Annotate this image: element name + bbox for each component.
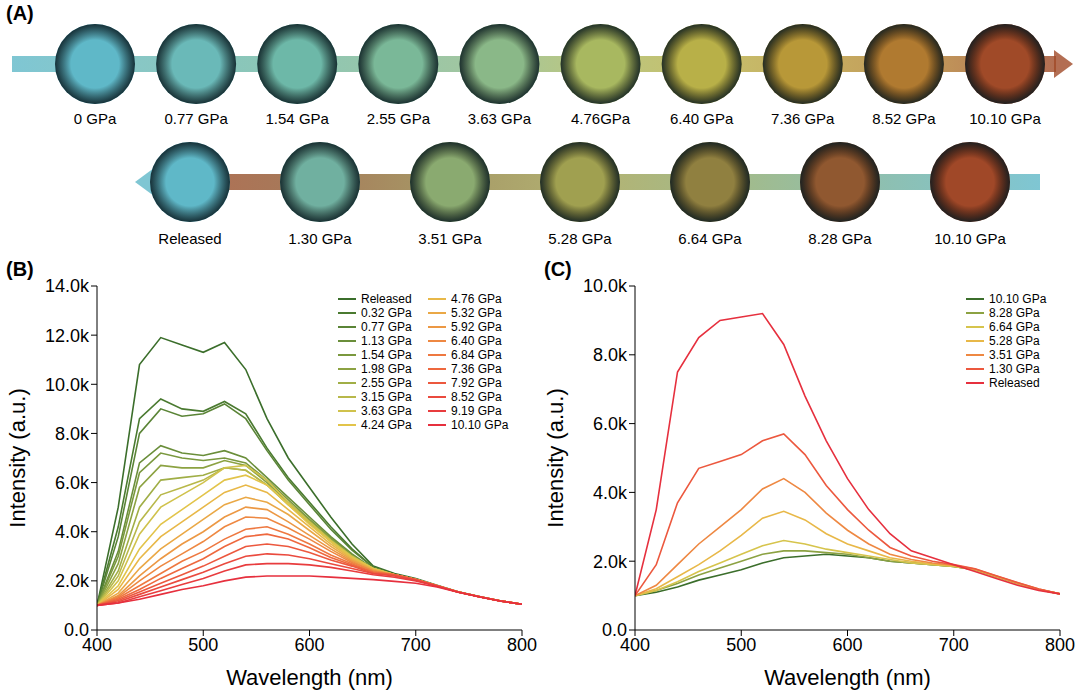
html-text:7.36 GPa: 7.36 GPa <box>451 362 502 376</box>
svg-text:5.28 GPa: 5.28 GPa <box>548 230 612 247</box>
svg-text:1.54 GPa: 1.54 GPa <box>266 110 330 127</box>
svg-text:4.0k: 4.0k <box>55 522 90 542</box>
svg-text:700: 700 <box>401 635 431 655</box>
svg-text:800: 800 <box>507 635 537 655</box>
svg-text:8.0k: 8.0k <box>55 424 90 444</box>
html-text:3.15 GPa: 3.15 GPa <box>361 390 412 404</box>
svg-text:Released: Released <box>158 230 221 247</box>
svg-text:2.0k: 2.0k <box>593 552 628 572</box>
html-text:(B): (B) <box>6 258 34 280</box>
svg-text:2.55 GPa: 2.55 GPa <box>367 110 431 127</box>
svg-text:500: 500 <box>188 635 218 655</box>
html-text:1.30 GPa: 1.30 GPa <box>989 362 1040 376</box>
svg-text:(A): (A) <box>6 2 34 24</box>
html-text:5.32 GPa: 5.32 GPa <box>451 306 502 320</box>
svg-text:10.0k: 10.0k <box>45 375 90 395</box>
html-text:9.19 GPa: 9.19 GPa <box>451 404 502 418</box>
svg-text:3.51 GPa: 3.51 GPa <box>418 230 482 247</box>
html-text:7.92 GPa: 7.92 GPa <box>451 376 502 390</box>
svg-text:10.10 GPa: 10.10 GPa <box>934 230 1006 247</box>
svg-text:8.52 GPa: 8.52 GPa <box>872 110 936 127</box>
svg-text:Wavelength (nm): Wavelength (nm) <box>764 665 931 690</box>
svg-text:Intensity (a.u.): Intensity (a.u.) <box>543 388 568 527</box>
svg-text:12.0k: 12.0k <box>45 326 90 346</box>
svg-text:Intensity (a.u.): Intensity (a.u.) <box>5 388 30 527</box>
svg-text:4.0k: 4.0k <box>593 483 628 503</box>
svg-text:700: 700 <box>939 635 969 655</box>
html-text:4.76 GPa: 4.76 GPa <box>451 292 502 306</box>
svg-text:10.0k: 10.0k <box>583 276 628 296</box>
html-text:0.32 GPa: 0.32 GPa <box>361 306 412 320</box>
svg-text:400: 400 <box>620 634 650 655</box>
svg-text:14.0k: 14.0k <box>45 276 90 296</box>
html-text:5.92 GPa: 5.92 GPa <box>451 320 502 334</box>
svg-text:600: 600 <box>832 635 862 655</box>
svg-text:2.0k: 2.0k <box>55 571 90 591</box>
svg-text:Wavelength (nm): Wavelength (nm) <box>226 665 393 690</box>
html-text:6.84 GPa: 6.84 GPa <box>451 348 502 362</box>
svg-text:4.76GPa: 4.76GPa <box>571 110 631 127</box>
html-text:(C): (C) <box>544 258 572 280</box>
html-text:1.54 GPa: 1.54 GPa <box>361 348 412 362</box>
svg-text:6.64 GPa: 6.64 GPa <box>678 230 742 247</box>
svg-text:6.40 GPa: 6.40 GPa <box>670 110 734 127</box>
html-text:4.24 GPa: 4.24 GPa <box>361 418 412 432</box>
html-text:6.64 GPa: 6.64 GPa <box>989 320 1040 334</box>
html-text:8.28 GPa: 8.28 GPa <box>989 306 1040 320</box>
svg-text:400: 400 <box>82 634 112 655</box>
svg-text:8.0k: 8.0k <box>593 345 628 365</box>
svg-text:1.30 GPa: 1.30 GPa <box>288 230 352 247</box>
svg-text:8.28 GPa: 8.28 GPa <box>808 230 872 247</box>
svg-text:0.77 GPa: 0.77 GPa <box>164 110 228 127</box>
svg-text:6.0k: 6.0k <box>55 473 90 493</box>
html-text:1.13 GPa: 1.13 GPa <box>361 334 412 348</box>
html-text:3.63 GPa: 3.63 GPa <box>361 404 412 418</box>
svg-text:600: 600 <box>294 635 324 655</box>
svg-text:0.0: 0.0 <box>64 620 89 640</box>
svg-text:10.10 GPa: 10.10 GPa <box>969 110 1041 127</box>
html-text:0.77 GPa: 0.77 GPa <box>361 320 412 334</box>
html-text:10.10 GPa: 10.10 GPa <box>451 418 509 432</box>
html-text:Released: Released <box>361 292 412 306</box>
html-text:Released: Released <box>989 376 1040 390</box>
svg-text:800: 800 <box>1045 635 1075 655</box>
html-text:1.98 GPa: 1.98 GPa <box>361 362 412 376</box>
html-text:5.28 GPa: 5.28 GPa <box>989 334 1040 348</box>
svg-text:500: 500 <box>726 635 756 655</box>
svg-text:0.0: 0.0 <box>602 620 627 640</box>
svg-text:3.63 GPa: 3.63 GPa <box>468 110 532 127</box>
svg-text:6.0k: 6.0k <box>593 414 628 434</box>
svg-text:0 GPa: 0 GPa <box>74 110 117 127</box>
svg-text:7.36 GPa: 7.36 GPa <box>771 110 835 127</box>
html-text:10.10 GPa: 10.10 GPa <box>989 292 1047 306</box>
html-text:6.40 GPa: 6.40 GPa <box>451 334 502 348</box>
html-text:2.55 GPa: 2.55 GPa <box>361 376 412 390</box>
html-text:8.52 GPa: 8.52 GPa <box>451 390 502 404</box>
html-text:3.51 GPa: 3.51 GPa <box>989 348 1040 362</box>
